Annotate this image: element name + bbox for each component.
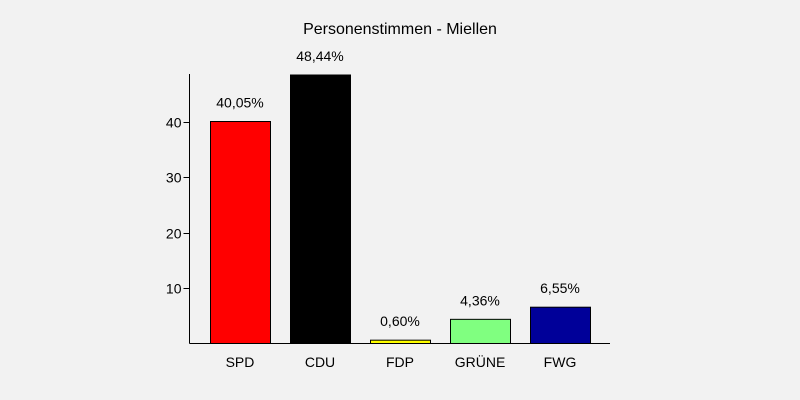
value-label-fwg: 6,55% bbox=[540, 280, 580, 296]
y-tick-label: 10 bbox=[166, 281, 182, 297]
value-label-grüne: 4,36% bbox=[460, 292, 500, 308]
labels: 40,05% SPD 48,44% CDU 0,60% FDP 4,36% GRÜNE 6,55… bbox=[216, 48, 580, 370]
bar-cdu bbox=[290, 74, 351, 344]
y-tick-label: 40 bbox=[166, 115, 182, 131]
category-label-cdu: CDU bbox=[305, 354, 335, 370]
bar-grüne bbox=[450, 318, 511, 345]
bar-spd bbox=[210, 121, 271, 344]
chart-title: Personenstimmen - Miellen bbox=[303, 21, 497, 38]
category-label-spd: SPD bbox=[226, 354, 255, 370]
y-tick-label: 30 bbox=[166, 170, 182, 186]
value-label-cdu: 48,44% bbox=[296, 48, 343, 64]
value-label-fdp: 0,60% bbox=[380, 313, 420, 329]
bars bbox=[210, 74, 591, 345]
y-axis-ticks: 10 20 30 40 bbox=[166, 115, 190, 297]
value-label-spd: 40,05% bbox=[216, 95, 263, 111]
category-label-fdp: FDP bbox=[386, 354, 414, 370]
category-label-grüne: GRÜNE bbox=[455, 353, 506, 370]
category-label-fwg: FWG bbox=[544, 354, 577, 370]
bar-fwg bbox=[530, 306, 591, 345]
y-tick-label: 20 bbox=[166, 226, 182, 242]
